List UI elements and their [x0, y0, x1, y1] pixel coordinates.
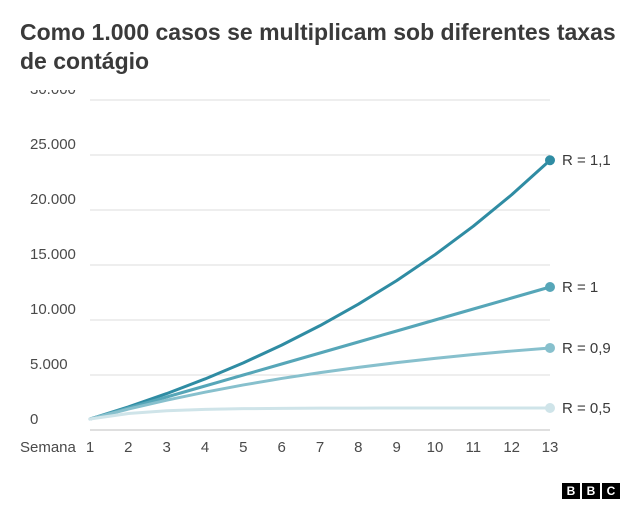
- svg-text:2: 2: [124, 439, 132, 456]
- svg-text:0: 0: [30, 411, 38, 428]
- svg-text:Semana: Semana: [20, 439, 77, 456]
- svg-text:12: 12: [503, 439, 520, 456]
- svg-text:1: 1: [86, 439, 94, 456]
- bbc-logo: B B C: [562, 483, 620, 499]
- svg-text:5: 5: [239, 439, 247, 456]
- line-chart: 05.00010.00015.00020.00025.00030.0001234…: [20, 90, 620, 470]
- svg-text:30.000: 30.000: [30, 90, 76, 98]
- svg-text:13: 13: [542, 439, 559, 456]
- svg-text:9: 9: [392, 439, 400, 456]
- svg-text:6: 6: [277, 439, 285, 456]
- svg-text:11: 11: [466, 439, 482, 456]
- chart-area: 05.00010.00015.00020.00025.00030.0001234…: [20, 90, 620, 470]
- svg-text:7: 7: [316, 439, 324, 456]
- logo-letter: C: [602, 483, 620, 499]
- svg-text:3: 3: [162, 439, 170, 456]
- logo-letter: B: [562, 483, 580, 499]
- svg-text:R = 0,9: R = 0,9: [562, 339, 611, 356]
- svg-text:25.000: 25.000: [30, 136, 76, 153]
- svg-text:R = 1: R = 1: [562, 279, 598, 296]
- svg-text:R = 1,1: R = 1,1: [562, 152, 611, 169]
- svg-text:15.000: 15.000: [30, 246, 76, 263]
- svg-text:20.000: 20.000: [30, 191, 76, 208]
- chart-title: Como 1.000 casos se multiplicam sob dife…: [20, 18, 620, 76]
- logo-letter: B: [582, 483, 600, 499]
- svg-text:5.000: 5.000: [30, 356, 68, 373]
- svg-text:8: 8: [354, 439, 362, 456]
- svg-text:10.000: 10.000: [30, 301, 76, 318]
- svg-text:R = 0,5: R = 0,5: [562, 400, 611, 417]
- svg-text:4: 4: [201, 439, 209, 456]
- source-logo: B B C: [562, 482, 620, 500]
- chart-container: Como 1.000 casos se multiplicam sob dife…: [0, 0, 640, 510]
- svg-text:10: 10: [427, 439, 444, 456]
